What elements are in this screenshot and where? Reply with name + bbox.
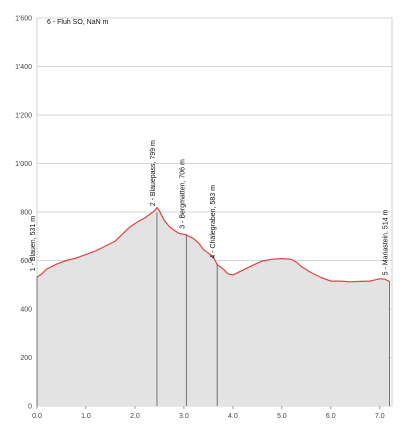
y-tick-label: 400 [20, 307, 32, 314]
y-tick-label: 1'200 [15, 113, 32, 120]
y-tick-label: 600 [20, 258, 32, 265]
y-tick-label: 200 [20, 355, 32, 362]
y-tick-label: 1'400 [15, 64, 32, 71]
elevation-area [37, 207, 390, 406]
x-tick-label: 4.0 [228, 413, 238, 420]
waypoint-label: 1 - Blauen, 531 m [30, 216, 37, 271]
y-tick-label: 1'600 [15, 16, 32, 23]
y-tick-label: 800 [20, 210, 32, 217]
x-tick-label: 2.0 [130, 413, 140, 420]
route-label: 6 - Fluh SO, NaN m [47, 19, 109, 26]
x-tick-label: 0.0 [32, 413, 42, 420]
waypoint-label: 5 - Mariastein, 514 m [383, 209, 390, 275]
elevation-line [36, 206, 390, 283]
y-tick-label: 1'000 [15, 161, 32, 168]
x-tick-label: 5.0 [277, 413, 287, 420]
x-tick-label: 6.0 [326, 413, 336, 420]
x-tick-label: 1.0 [81, 413, 91, 420]
waypoint-label: 3 - Bergmatten, 706 m [179, 159, 186, 229]
waypoint-label: 2 - Blauepass, 799 m [150, 140, 157, 206]
x-tick-label: 3.0 [179, 413, 189, 420]
y-tick-label: 0 [28, 404, 32, 411]
waypoint-label: 4 - Chälegraben, 583 m [210, 185, 217, 259]
x-tick-label: 7.0 [375, 413, 385, 420]
